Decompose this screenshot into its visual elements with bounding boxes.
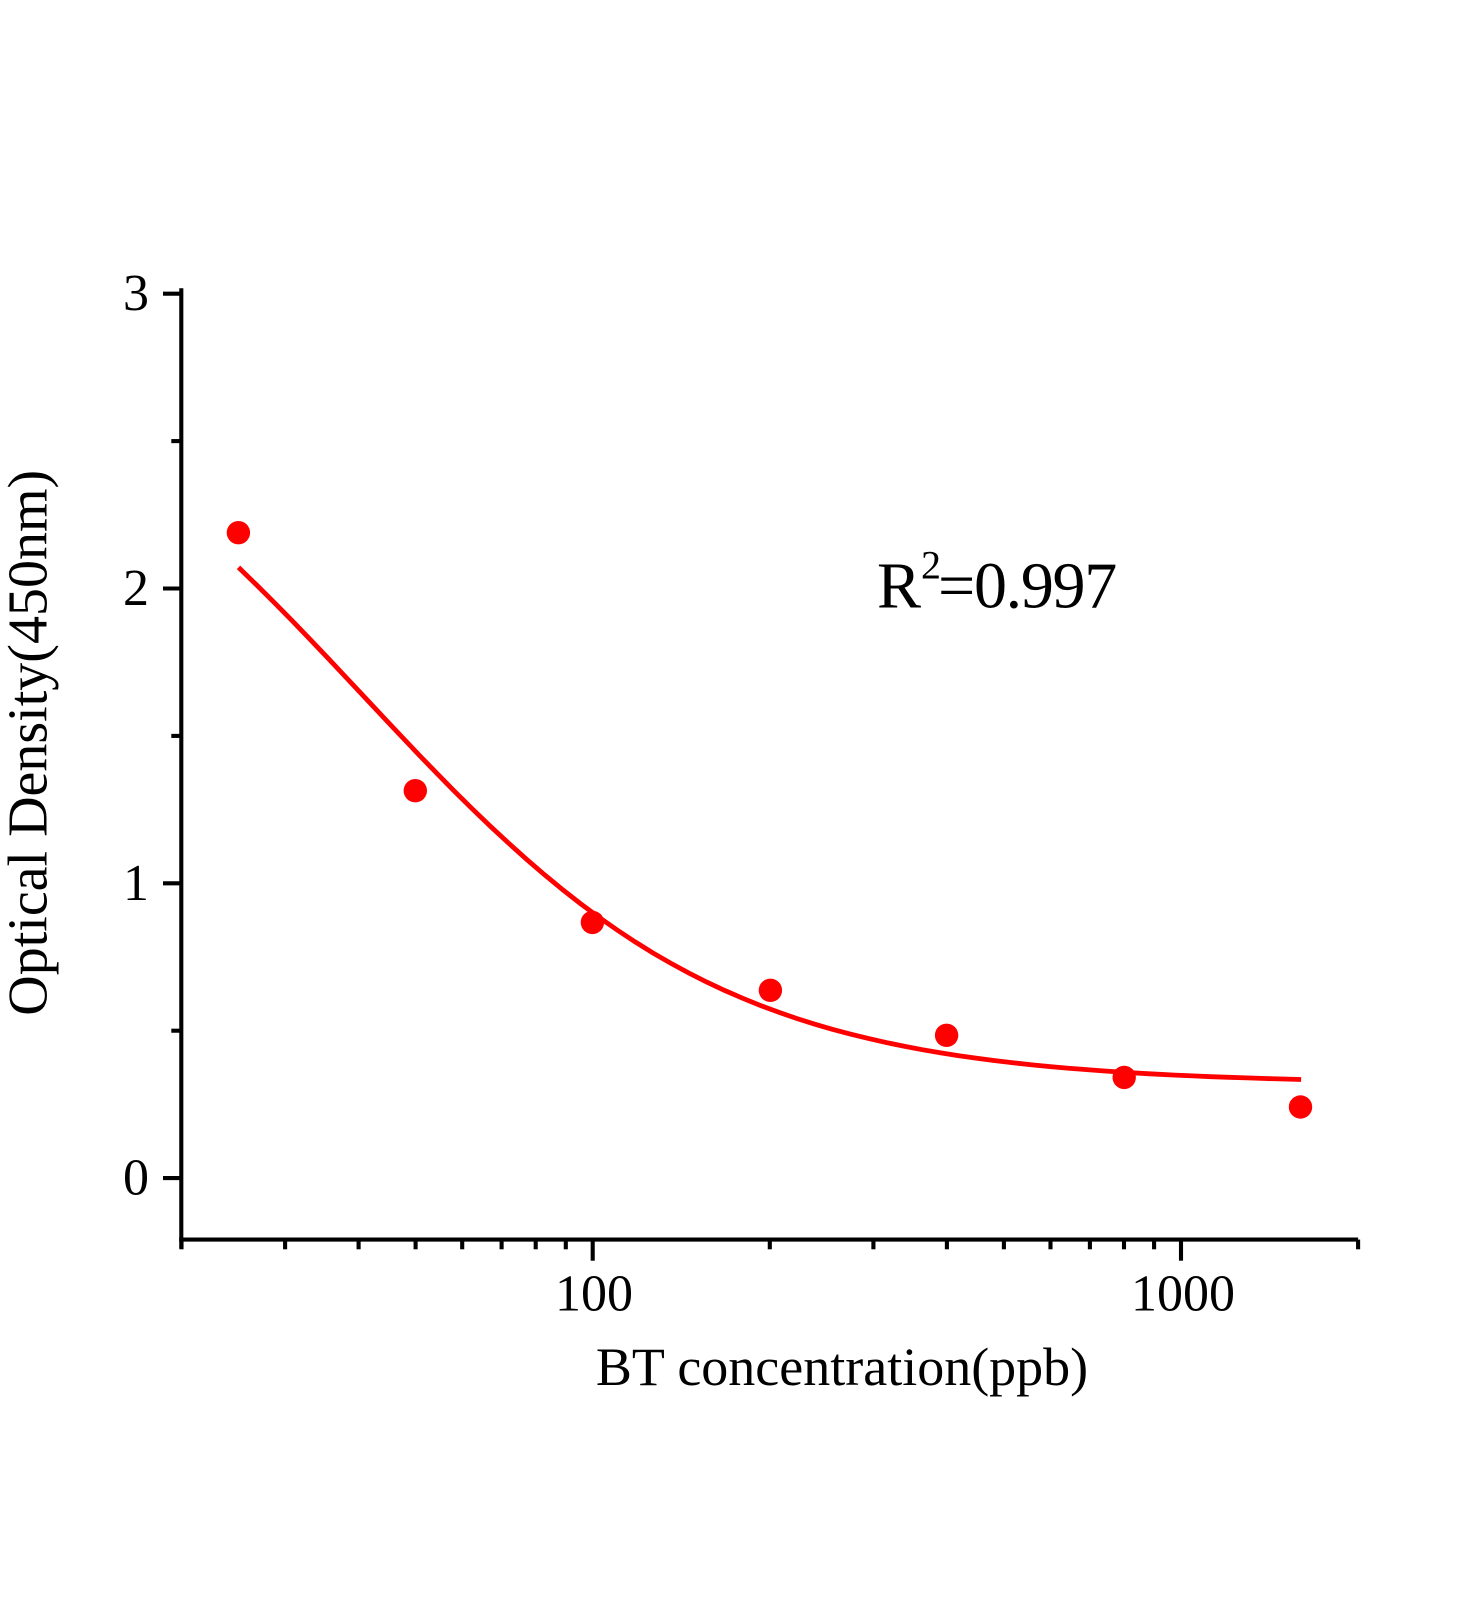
svg-text:Optical Density(450nm): Optical Density(450nm) — [0, 470, 60, 1016]
svg-text:3: 3 — [123, 265, 149, 322]
svg-text:R2=0.997: R2=0.997 — [877, 542, 1116, 622]
svg-text:2: 2 — [123, 560, 149, 617]
svg-text:0: 0 — [123, 1150, 149, 1207]
svg-text:BT concentration(ppb): BT concentration(ppb) — [596, 1337, 1088, 1397]
svg-text:1000: 1000 — [1131, 1266, 1235, 1323]
svg-text:1: 1 — [123, 855, 149, 912]
svg-text:100: 100 — [555, 1266, 633, 1323]
